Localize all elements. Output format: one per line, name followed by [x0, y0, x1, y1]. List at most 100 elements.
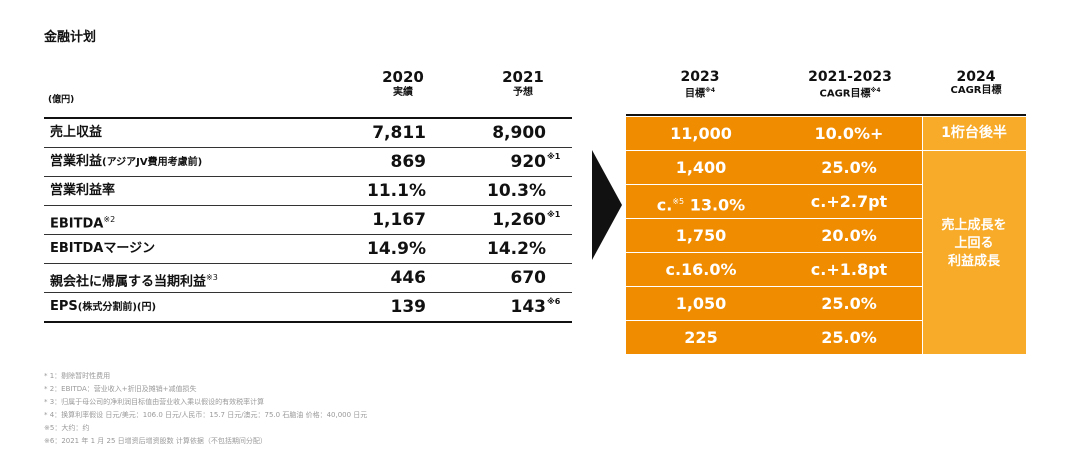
target-2023-text: 225 — [684, 328, 718, 347]
footnote: * 2：EBITDA：营业收入+折旧及摊销+减值损失 — [44, 385, 197, 393]
header-2024-sub: CAGR目標 — [950, 85, 1002, 96]
arrow-right-icon — [592, 150, 622, 260]
header-2023: 2023 目標※4 — [650, 70, 750, 101]
footnotes: * 1：剔除暂时性费用 * 2：EBITDA：营业收入+折旧及摊销+减值损失 * 3… — [44, 370, 367, 448]
table-row: EBITDA※2 1,167 1,260 ※1 — [44, 206, 572, 235]
header-cagr-year: 2021-2023 — [808, 69, 892, 85]
value-2020: 446 — [390, 268, 427, 288]
table-row: 営業利益率 11.1% 10.3% — [44, 177, 572, 206]
target-2024-line-2: 上回る — [954, 236, 994, 251]
target-2023-prefix: c. — [656, 195, 673, 215]
value-2020: 139 — [390, 297, 427, 317]
footnote: * 4：换算利率假设 日元/美元：106.0 日元/人民币：15.7 日元/澳元… — [44, 411, 368, 419]
value-2021: 920 ※1 — [510, 148, 561, 176]
value-2021: 143 ※6 — [510, 293, 561, 321]
header-2023-sub: 目標※4 — [650, 84, 750, 101]
value-2021-text: 143 — [510, 297, 547, 317]
value-2021-text: 670 — [510, 268, 547, 288]
value-2021-text: 1,260 — [492, 210, 546, 230]
footnote: * 1：剔除暂时性费用 — [44, 372, 111, 380]
header-2023-year: 2023 — [680, 69, 720, 85]
header-2021: 2021 予想 — [488, 70, 558, 100]
row-label-note: ※3 — [206, 273, 218, 282]
table-row: EPS(株式分割前)(円) 139 143 ※6 — [44, 293, 572, 323]
header-2024: 2024 CAGR目標 — [926, 70, 1026, 98]
row-label-text: 売上収益 — [50, 125, 103, 140]
row-label-small: (アジアJV費用考慮前) — [102, 157, 203, 168]
header-2020-sub: 実績 — [393, 87, 413, 98]
target-row: 11,000 10.0%+ — [626, 117, 922, 151]
value-2021-note: ※1 — [547, 152, 561, 161]
value-2021: 670 — [511, 264, 547, 292]
table-row: 親会社に帰属する当期利益※3 446 670 — [44, 264, 572, 293]
row-label: 営業利益(アジアJV費用考慮前) — [50, 148, 202, 177]
value-2021: 14.2% — [487, 235, 546, 263]
target-2023: 11,000 — [626, 117, 776, 150]
target-2023-text: 1,750 — [675, 226, 727, 245]
target-row: 225 25.0% — [626, 321, 922, 354]
value-2021-note: ※1 — [547, 210, 561, 219]
row-label: 営業利益率 — [50, 177, 115, 205]
target-2024-revenue: 1桁台後半 — [922, 117, 1026, 151]
target-2023: c.※5 13.0% — [626, 185, 776, 221]
column-separator — [922, 117, 923, 354]
footnote: * 3：归属于母公司的净利润目标值由营业收入乘以假设的有效税率计算 — [44, 398, 265, 406]
header-cagr-2021-2023: 2021-2023 CAGR目標※4 — [790, 70, 910, 101]
targets-table: 11,000 10.0%+ 1,400 25.0% c.※5 13.0% c.+2.7pt… — [626, 117, 1026, 354]
row-label-small: (株式分割前)(円) — [77, 302, 157, 313]
header-2023-note: ※4 — [704, 87, 715, 94]
target-2023-text: 1,400 — [675, 158, 727, 177]
table-row: 営業利益(アジアJV費用考慮前) 869 920 ※1 — [44, 148, 572, 177]
row-label: 売上収益 — [50, 119, 102, 147]
value-2020: 1,167 — [372, 210, 426, 230]
row-label-text: EPS — [50, 299, 78, 314]
target-row: 1,400 25.0% — [626, 151, 922, 185]
header-2020-year: 2020 — [382, 68, 424, 86]
row-label-text: EBITDAマージン — [50, 241, 156, 256]
target-cagr: 25.0% — [821, 158, 877, 177]
targets-2023-block: 11,000 10.0%+ 1,400 25.0% c.※5 13.0% c.+2.7pt… — [626, 117, 922, 354]
row-label-text: 親会社に帰属する当期利益 — [50, 274, 207, 290]
value-2021-text: 14.2% — [487, 239, 546, 259]
target-row: c.16.0% c.+1.8pt — [626, 253, 922, 287]
target-cagr: 25.0% — [821, 294, 877, 313]
target-2023-note: ※5 — [672, 197, 685, 206]
row-label: EPS(株式分割前)(円) — [50, 293, 156, 322]
target-2023-text: 1,050 — [675, 294, 727, 313]
target-cagr: c.+2.7pt — [810, 192, 888, 211]
target-2024-line-3: 利益成長 — [947, 254, 1000, 269]
target-2023: 1,400 — [626, 151, 776, 184]
value-2020: 7,811 — [372, 123, 426, 143]
header-2024-year: 2024 — [956, 69, 996, 85]
financial-table: 売上収益 7,811 8,900 営業利益(アジアJV費用考慮前) 869 920 ※1 営業… — [44, 117, 572, 323]
value-2021-text: 920 — [510, 152, 547, 172]
target-cagr: c.+1.8pt — [810, 260, 888, 279]
row-label: EBITDA※2 — [50, 206, 115, 238]
target-2024-line-1: 売上成長を — [941, 218, 1007, 233]
value-2021: 10.3% — [487, 177, 546, 205]
table-row: EBITDAマージン 14.9% 14.2% — [44, 235, 572, 264]
target-2023-text: c.16.0% — [665, 260, 737, 279]
value-2020: 11.1% — [367, 181, 426, 201]
value-2021-text: 10.3% — [487, 181, 546, 201]
target-2023-text: 13.0% — [689, 195, 746, 215]
target-2023: 225 — [626, 321, 776, 354]
row-label-text: 営業利益 — [50, 154, 103, 169]
value-2021-note: ※6 — [547, 297, 561, 306]
target-cagr: 20.0% — [821, 226, 877, 245]
value-2021-text: 8,900 — [492, 123, 546, 143]
target-2023-text: 11,000 — [670, 124, 732, 143]
target-cagr: 10.0%+ — [814, 124, 884, 143]
row-label: EBITDAマージン — [50, 235, 155, 263]
target-row: c.※5 13.0% c.+2.7pt — [626, 185, 922, 219]
value-2020: 869 — [390, 152, 427, 172]
header-cagr-sub: CAGR目標※4 — [790, 84, 910, 101]
footnote: ※6：2021 年 1 月 25 日增资后增资股数 计算依据（不包括期间分配） — [44, 437, 267, 445]
unit-label: (億円) — [48, 95, 75, 105]
page-title: 金融计划 — [44, 30, 97, 45]
value-2020: 14.9% — [367, 239, 426, 259]
table-row: 売上収益 7,811 8,900 — [44, 119, 572, 148]
row-label-note: ※2 — [103, 215, 116, 224]
header-cagr-note: ※4 — [870, 87, 881, 94]
row-label-text: EBITDA — [50, 216, 104, 232]
